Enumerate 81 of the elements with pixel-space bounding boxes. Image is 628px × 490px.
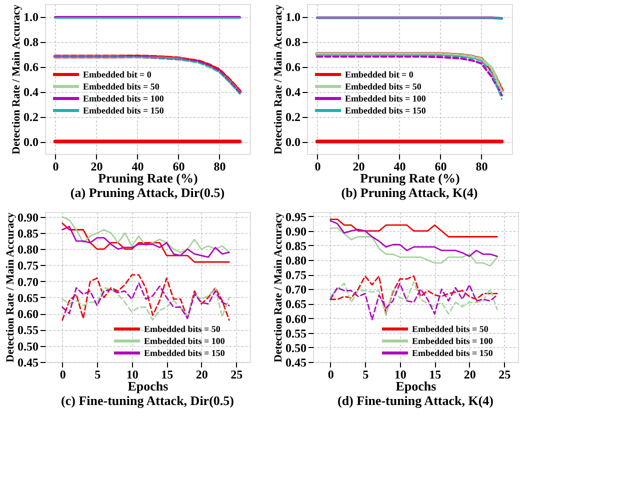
- x-tick-label: 10: [126, 368, 138, 382]
- y-tick-label: 0.6: [286, 60, 300, 74]
- x-axis-title: Pruning Rate (%): [360, 170, 460, 186]
- y-tick-label: 0.2: [286, 110, 300, 124]
- legend-label: Embedded bits = 100: [412, 336, 494, 346]
- y-tick-label: 0.4: [24, 85, 38, 99]
- y-tick-label: 0.85: [18, 226, 38, 240]
- legend-label: Embedded bits = 150: [144, 348, 226, 358]
- x-tick-label: 20: [464, 368, 476, 382]
- legend-label: Embedded bits = 100: [345, 94, 426, 104]
- legend-label: Embedded bits = 150: [83, 106, 164, 116]
- text: (d) Fine-tuning Attack, K(4): [338, 393, 494, 408]
- x-tick-label: 15: [161, 368, 174, 382]
- y-tick-label: 0.95: [286, 210, 306, 224]
- y-tick-label: 0.55: [18, 323, 38, 338]
- x-tick-label: 0: [328, 368, 334, 382]
- x-tick-label: 40: [132, 160, 144, 174]
- x-tick-label: 0: [60, 368, 66, 382]
- x-tick-label: 60: [172, 160, 185, 174]
- x-tick-label: 0: [52, 160, 59, 174]
- y-tick-label: 0.70: [286, 282, 306, 297]
- y-tick-label: 1.0: [24, 10, 38, 24]
- legend-label: Embedded bits = 100: [144, 336, 226, 346]
- x-tick-label: 25: [230, 368, 243, 382]
- y-tick-label: 0.75: [18, 258, 38, 273]
- x-tick-label: 60: [434, 160, 447, 174]
- x-tick-label: 20: [352, 160, 365, 174]
- legend-label: Embedded bits = 50: [412, 324, 489, 334]
- y-tick-label: 0.90: [18, 210, 38, 224]
- y-tick-label: 0.70: [18, 274, 38, 289]
- y-axis-title: Detection Rate / Main Accuracy: [10, 4, 22, 154]
- x-tick-label: 20: [90, 160, 103, 174]
- y-tick-label: 0.50: [18, 339, 38, 354]
- y-tick-label: 0.60: [18, 307, 38, 322]
- x-tick-label: 15: [429, 368, 442, 382]
- y-axis-title: Detection Rate / Main Accuracy: [4, 212, 16, 362]
- y-tick-label: 0.45: [286, 356, 306, 370]
- y-tick-label: 0.45: [18, 356, 38, 370]
- y-tick-label: 0.8: [286, 35, 300, 49]
- y-tick-label: 0.8: [24, 35, 38, 49]
- y-tick-label: 0.60: [286, 312, 306, 326]
- legend-label: Embedded bits = 50: [144, 324, 221, 334]
- y-tick-label: 0.85: [286, 238, 306, 253]
- y-tick-label: 0.65: [286, 297, 306, 312]
- y-axis-title: Detection Rate / Main Accuracy: [272, 4, 284, 154]
- y-tick-label: 0.90: [286, 224, 306, 238]
- x-tick-label: 40: [394, 160, 406, 174]
- y-tick-label: 0.80: [286, 254, 306, 268]
- x-tick-label: 25: [498, 368, 511, 382]
- y-tick-label: 0.75: [286, 268, 306, 282]
- x-tick-label: 20: [196, 368, 208, 382]
- legend-label: Embedded bits = 150: [345, 106, 426, 116]
- x-axis-title: Pruning Rate (%): [98, 170, 198, 186]
- legend-label: Embedded bit = 0: [345, 70, 414, 80]
- y-tick-label: 0.50: [286, 340, 306, 355]
- text: (b) Pruning Attack, K(4): [341, 185, 478, 200]
- text: (a) Pruning Attack, Dir(0.5): [70, 185, 225, 200]
- y-tick-label: 0.2: [24, 110, 38, 124]
- legend-label: Embedded bits = 100: [83, 94, 164, 104]
- x-tick-label: 10: [394, 368, 406, 382]
- x-axis-title: Epochs: [396, 378, 436, 394]
- legend-label: Embedded bit = 0: [83, 70, 152, 80]
- y-axis-title: Detection Rate / Main Accuracy: [272, 212, 284, 362]
- y-tick-label: 0.55: [286, 326, 306, 340]
- y-tick-label: 0.0: [24, 135, 38, 149]
- legend-label: Embedded bits = 150: [412, 348, 494, 358]
- x-tick-label: 5: [362, 368, 369, 382]
- legend-label: Embedded bits = 50: [83, 82, 160, 92]
- y-tick-label: 0.0: [286, 135, 300, 149]
- x-tick-label: 0: [314, 160, 321, 174]
- y-tick-label: 0.80: [18, 242, 38, 257]
- y-tick-label: 0.4: [286, 85, 300, 99]
- x-tick-label: 80: [476, 160, 488, 174]
- x-tick-label: 5: [94, 368, 101, 382]
- y-tick-label: 0.65: [18, 290, 38, 305]
- x-tick-label: 80: [214, 160, 226, 174]
- y-tick-label: 0.6: [24, 60, 38, 74]
- x-axis-title: Epochs: [128, 378, 168, 394]
- text: (c) Fine-tuning Attack, Dir(0.5): [61, 393, 234, 408]
- legend-label: Embedded bits = 50: [345, 82, 422, 92]
- y-tick-label: 1.0: [286, 10, 300, 24]
